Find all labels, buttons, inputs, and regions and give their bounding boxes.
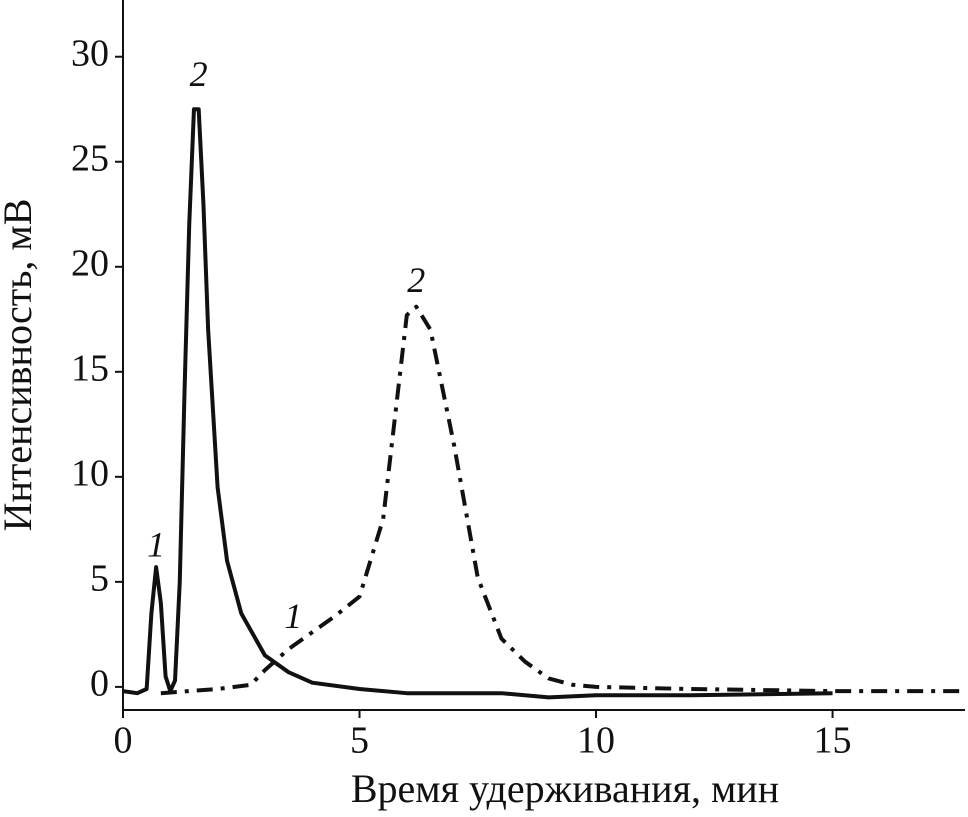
- y-tick-label: 20: [71, 242, 109, 284]
- y-tick-label: 0: [90, 663, 109, 705]
- x-tick-label: 10: [577, 720, 615, 762]
- x-tick-label: 15: [814, 720, 852, 762]
- annotation: 2: [407, 260, 425, 300]
- x-axis-label: Время удерживания, мин: [351, 766, 779, 811]
- y-tick-label: 5: [90, 558, 109, 600]
- y-tick-label: 25: [71, 137, 109, 179]
- x-tick-label: 0: [114, 720, 133, 762]
- series-line: [122, 107, 833, 700]
- x-tick-label: 5: [350, 720, 369, 762]
- annotation: 1: [147, 525, 165, 565]
- y-tick-label: 10: [71, 453, 109, 495]
- annotation: 2: [190, 54, 208, 94]
- y-tick-label: 15: [71, 348, 109, 390]
- series-line: [160, 304, 965, 696]
- annotation: 1: [284, 596, 302, 636]
- y-axis-label: Интенсивность, мВ: [0, 199, 40, 532]
- y-tick-label: 30: [71, 32, 109, 74]
